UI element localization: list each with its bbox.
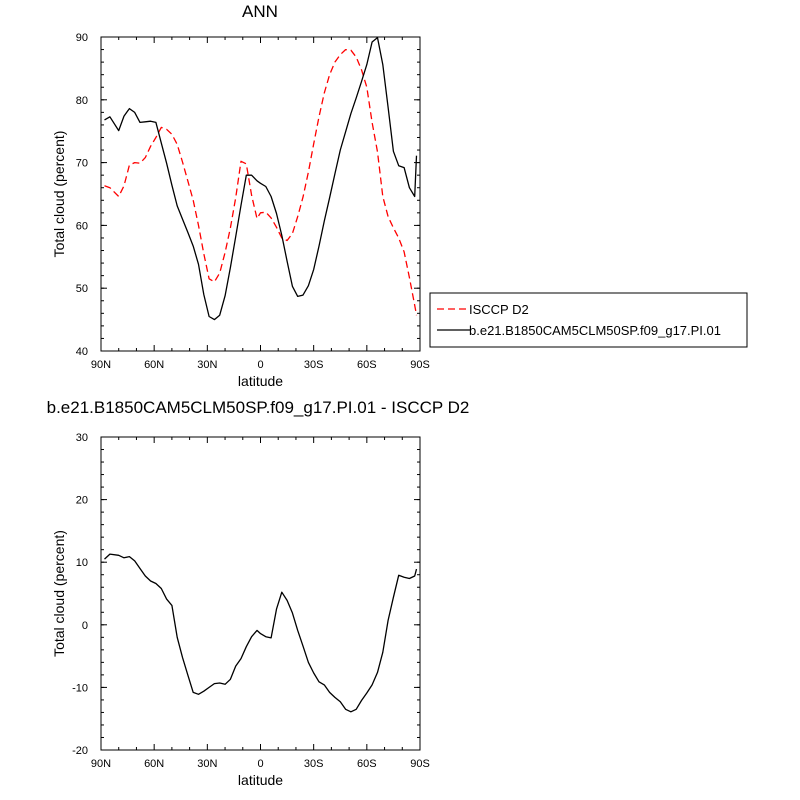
- y-tick-label: -10: [72, 682, 88, 694]
- x-tick-label: 90S: [410, 359, 430, 371]
- y-tick-label: 30: [76, 432, 88, 444]
- x-tick-label: 60N: [144, 359, 164, 371]
- series-line-0: [104, 48, 418, 316]
- legend-label-0: ISCCP D2: [469, 302, 529, 317]
- x-axis-label: latitude: [238, 772, 283, 788]
- legend-label-1: b.e21.B1850CAM5CLM50SP.f09_g17.PI.01: [469, 323, 721, 338]
- x-tick-label: 60N: [144, 758, 164, 770]
- x-tick-label: 90N: [91, 758, 111, 770]
- x-tick-label: 90S: [410, 758, 430, 770]
- series-line-1: [104, 36, 418, 321]
- chart-title: b.e21.B1850CAM5CLM50SP.f09_g17.PI.01 - I…: [47, 398, 470, 417]
- x-tick-label: 30S: [304, 758, 324, 770]
- x-tick-label: 30S: [304, 359, 324, 371]
- y-axis-label: Total cloud (percent): [51, 530, 67, 657]
- y-tick-label: 0: [82, 620, 88, 632]
- x-tick-label: 0: [257, 758, 263, 770]
- plot-frame: [100, 36, 421, 352]
- x-tick-label: 90N: [91, 359, 111, 371]
- y-tick-label: 10: [76, 557, 88, 569]
- x-axis-label: latitude: [238, 373, 283, 389]
- x-tick-label: 30N: [197, 359, 217, 371]
- legend: ISCCP D2 b.e21.B1850CAM5CLM50SP.f09_g17.P…: [429, 292, 748, 348]
- y-tick-label: 20: [76, 495, 88, 507]
- plot-frame: [100, 436, 421, 751]
- y-tick-label: 50: [76, 283, 88, 295]
- y-tick-label: 40: [76, 346, 88, 358]
- x-tick-label: 60S: [357, 758, 377, 770]
- top-panel-annual-total-cloud: ANN 90N 60N 30N 0 30S 60S 90S 40 50 60 70 80 90 latitu…: [51, 2, 430, 389]
- legend-box: [429, 292, 748, 348]
- y-tick-label: 80: [76, 95, 88, 107]
- y-tick-label: 60: [76, 220, 88, 232]
- x-tick-label: 30N: [197, 758, 217, 770]
- x-tick-label: 0: [257, 359, 263, 371]
- bottom-panel-difference: b.e21.B1850CAM5CLM50SP.f09_g17.PI.01 - I…: [47, 398, 470, 788]
- y-tick-label: 70: [76, 158, 88, 170]
- y-tick-label: 90: [76, 32, 88, 44]
- y-tick-label: -20: [72, 745, 88, 757]
- x-tick-label: 60S: [357, 359, 377, 371]
- series-line-0: [104, 553, 418, 713]
- chart-title: ANN: [242, 2, 278, 21]
- y-axis-label: Total cloud (percent): [51, 131, 67, 258]
